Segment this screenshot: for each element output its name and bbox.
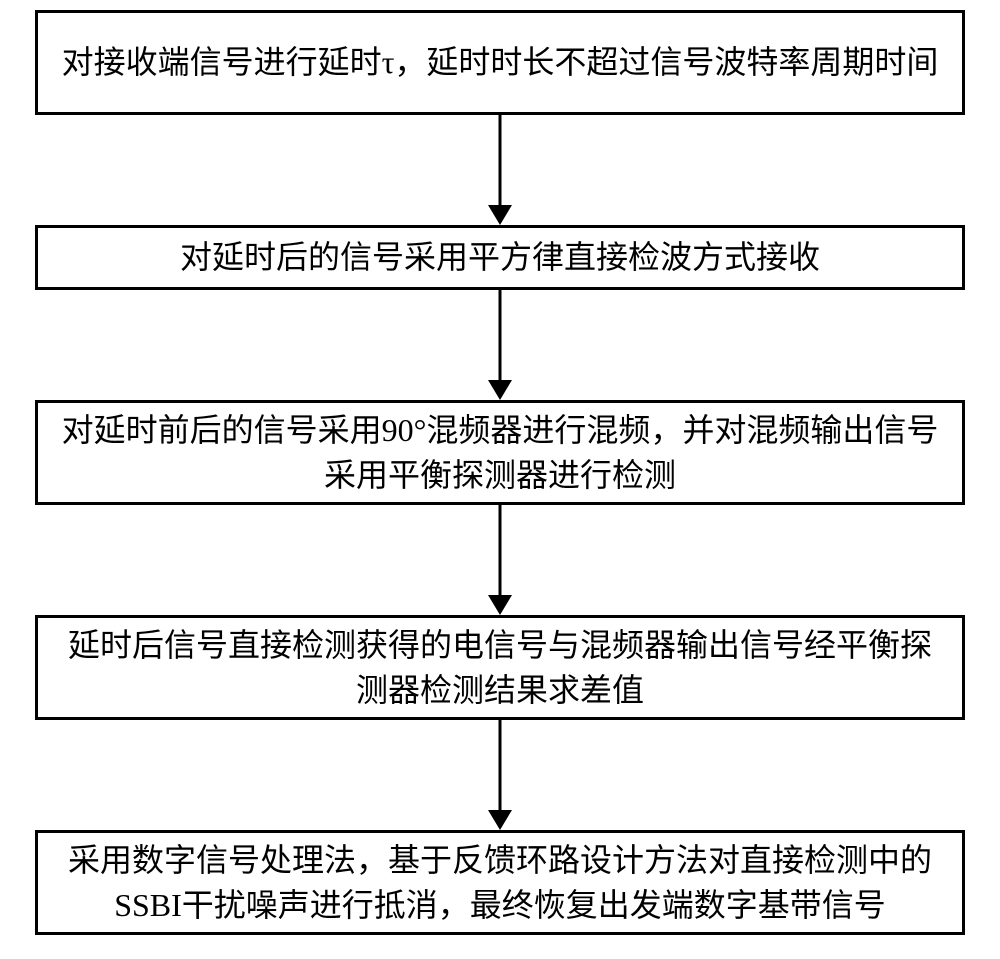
flow-step-2-label: 对延时后的信号采用平方律直接检波方式接收 [180,235,820,280]
arrow-2-line [499,290,502,380]
arrow-1-head [488,205,512,225]
arrow-4-head [488,810,512,830]
flowchart-canvas: 对接收端信号进行延时τ，延时时长不超过信号波特率周期时间 对延时后的信号采用平方… [0,0,1000,959]
arrow-1-line [499,115,502,205]
flow-step-1-label: 对接收端信号进行延时τ，延时时长不超过信号波特率周期时间 [62,40,939,85]
flow-step-5-label: 采用数字信号处理法，基于反馈环路设计方法对直接检测中的SSBI干扰噪声进行抵消，… [58,838,942,928]
flow-step-4: 延时后信号直接检测获得的电信号与混频器输出信号经平衡探测器检测结果求差值 [35,615,965,720]
flow-step-3: 对延时前后的信号采用90°混频器进行混频，并对混频输出信号采用平衡探测器进行检测 [35,400,965,505]
arrow-3-line [499,505,502,595]
flow-step-3-label: 对延时前后的信号采用90°混频器进行混频，并对混频输出信号采用平衡探测器进行检测 [58,408,942,498]
arrow-3-head [488,595,512,615]
arrow-2-head [488,380,512,400]
arrow-4-line [499,720,502,810]
flow-step-2: 对延时后的信号采用平方律直接检波方式接收 [35,225,965,290]
flow-step-5: 采用数字信号处理法，基于反馈环路设计方法对直接检测中的SSBI干扰噪声进行抵消，… [35,830,965,935]
flow-step-1: 对接收端信号进行延时τ，延时时长不超过信号波特率周期时间 [35,10,965,115]
flow-step-4-label: 延时后信号直接检测获得的电信号与混频器输出信号经平衡探测器检测结果求差值 [58,623,942,713]
